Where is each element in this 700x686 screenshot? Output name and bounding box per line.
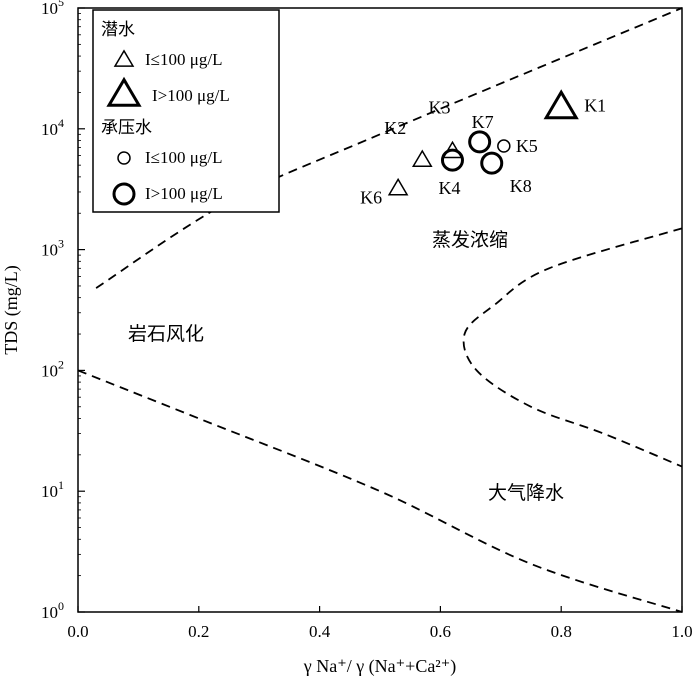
x-tick-label: 0.4	[309, 622, 331, 641]
legend-markers	[106, 49, 142, 206]
x-tick-label: 1.0	[671, 622, 692, 641]
point-label-k2: K2	[384, 118, 406, 138]
data-point-k2	[411, 149, 433, 168]
region-label-precipitation: 大气降水	[488, 482, 564, 504]
x-tick-label: 0.0	[67, 622, 88, 641]
legend-item-label: I>100 μg/L	[152, 86, 230, 105]
legend-marker-circle-small	[117, 151, 131, 165]
legend-item-label: I≤100 μg/L	[145, 50, 222, 69]
x-axis-ticks: 0.0 0.2 0.4 0.6 0.8 1.0	[67, 606, 693, 641]
y-axis-label: TDS (mg/L)	[1, 265, 22, 355]
point-label-k1: K1	[584, 96, 606, 116]
boundary-curve-right	[462, 227, 683, 468]
plot-frame	[77, 7, 683, 613]
y-axis-ticks: 100 101 102 103 104 105	[41, 0, 85, 622]
y-tick-label: 100	[41, 599, 64, 622]
x-axis-label: γ Na⁺/ γ (Na⁺+Ca²⁺)	[303, 656, 456, 677]
legend-marker-triangle-small	[113, 49, 135, 67]
point-label-k5: K5	[516, 136, 538, 156]
y-tick-label: 104	[41, 116, 64, 139]
boundary-curves	[77, 7, 683, 613]
data-point-k8	[480, 151, 504, 175]
legend-marker-triangle-large	[106, 76, 142, 107]
legend-box	[92, 9, 280, 213]
data-point-k1	[543, 89, 579, 120]
legend-item-label: I≤100 μg/L	[145, 148, 222, 167]
point-label-k4: K4	[438, 178, 460, 198]
data-point-k6	[387, 177, 409, 196]
data-point-k4	[440, 148, 464, 172]
boundary-curve-upper	[95, 7, 683, 289]
y-tick-label: 101	[41, 478, 64, 501]
x-tick-label: 0.8	[551, 622, 572, 641]
boundary-curve-lower	[77, 369, 683, 613]
data-points: K1 K2 K3 K4 K5 K6 K7 K8	[360, 89, 606, 208]
x-tick-label: 0.6	[430, 622, 451, 641]
data-point-k7	[468, 130, 492, 154]
y-tick-label: 105	[41, 0, 64, 18]
region-label-rock-weathering: 岩石风化	[128, 323, 204, 345]
legend: 潜水 I≤100 μg/L I>100 μg/L 承压水 I≤100 μg/L …	[92, 9, 280, 213]
legend-group1-title: 潜水	[101, 20, 135, 40]
y-tick-label: 102	[41, 357, 64, 380]
region-label-evaporation: 蒸发浓缩	[432, 229, 508, 251]
legend-marker-circle-large	[112, 182, 136, 206]
point-label-k8: K8	[510, 176, 532, 196]
point-label-k7: K7	[472, 112, 494, 132]
point-label-k6: K6	[360, 188, 382, 208]
point-label-k3: K3	[428, 97, 450, 117]
legend-group2-title: 承压水	[101, 118, 152, 138]
y-tick-label: 103	[41, 237, 64, 260]
x-tick-label: 0.2	[188, 622, 209, 641]
legend-item-label: I>100 μg/L	[145, 184, 223, 203]
data-point-k5	[497, 139, 511, 153]
